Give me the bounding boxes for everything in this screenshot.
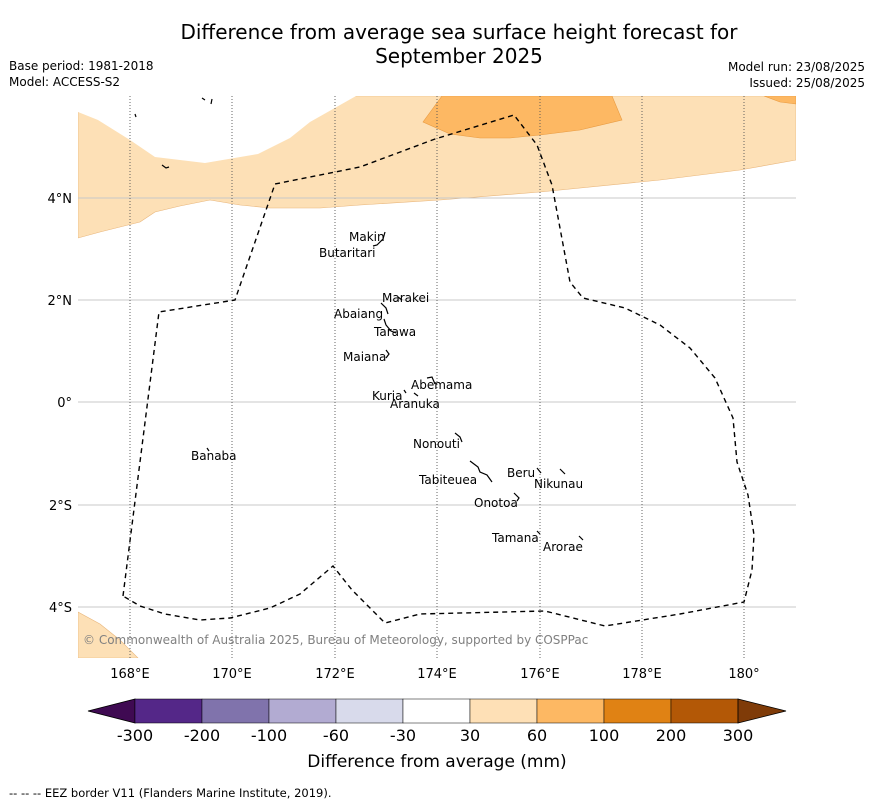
island-label-tamana: Tamana: [491, 531, 539, 545]
longitude-gridlines: [129, 96, 745, 658]
colorbar-segment-5: [402, 698, 471, 724]
base-period-text: Base period: 1981-2018: [9, 59, 154, 73]
map-title: Difference from average sea surface heig…: [0, 20, 873, 68]
lon-tick-174: 174°E: [417, 667, 457, 682]
colorbar-segment-8: [603, 698, 672, 724]
island-label-makin: Makin: [349, 230, 385, 244]
island-label-nikunau: Nikunau: [534, 477, 583, 491]
colorbar-arrow-low: [87, 698, 136, 724]
colorbar-tick-6: 60: [527, 726, 547, 745]
colorbar-tick-7: 100: [589, 726, 620, 745]
colorbar-tick-5: 30: [460, 726, 480, 745]
colorbar-segment-4: [335, 698, 404, 724]
island-label-banaba: Banaba: [191, 449, 237, 463]
model-text: Model: ACCESS-S2: [9, 75, 121, 89]
island-coastlines: [134, 97, 584, 541]
island-label-nonouti: Nonouti: [413, 437, 460, 451]
shading-60-100-corner: [763, 96, 796, 105]
colorbar-label: Difference from average (mm): [307, 752, 566, 772]
lat-tick-2s: 2°S: [49, 499, 72, 514]
title-line-2: September 2025: [375, 44, 543, 68]
island-labels: Makin Butaritari Marakei Abaiang Tarawa …: [191, 230, 583, 554]
eez-footnote: -- -- -- EEZ border V11 (Flanders Marine…: [9, 786, 332, 800]
island-label-tabiteuea: Tabiteuea: [418, 473, 477, 487]
model-run-text: Model run: 23/08/2025: [727, 60, 865, 74]
colorbar-segment-1: [134, 698, 203, 724]
copyright-text: © Commonwealth of Australia 2025, Bureau…: [83, 633, 588, 647]
shading-60-100-patch: [422, 96, 623, 139]
lon-tick-180: 180°: [728, 667, 759, 682]
island-label-aranuka: Aranuka: [390, 397, 440, 411]
title-line-1: Difference from average sea surface heig…: [180, 20, 738, 44]
colorbar-tick-4: -30: [390, 726, 416, 745]
colorbar-segment-9: [670, 698, 739, 724]
lon-tick-176: 176°E: [520, 667, 560, 682]
issued-text: Issued: 25/08/2025: [749, 76, 865, 90]
colorbar-segment-2: [201, 698, 270, 724]
colorbar-segment-3: [268, 698, 337, 724]
lat-tick-4n: 4°N: [48, 192, 73, 207]
shading-30-60-bottom-left: [78, 611, 139, 658]
colorbar-segment-6: [469, 698, 538, 724]
colorbar-tick-0: -300: [117, 726, 153, 745]
island-label-abaiang: Abaiang: [334, 307, 383, 321]
colorbar: [87, 698, 787, 724]
metadata-right: Model run: 23/08/2025 Issued: 25/08/2025: [728, 59, 865, 91]
colorbar-tick-9: 300: [723, 726, 754, 745]
island-label-tarawa: Tarawa: [373, 325, 416, 339]
colorbar-arrow-high: [737, 698, 787, 724]
longitude-tick-labels: 168°E 170°E 172°E 174°E 176°E 178°E 180°: [110, 667, 759, 682]
colorbar-tick-2: -100: [251, 726, 287, 745]
colorbar-tick-1: -200: [184, 726, 220, 745]
lon-tick-172: 172°E: [315, 667, 355, 682]
island-label-onotoa: Onotoa: [474, 496, 518, 510]
island-label-abemama: Abemama: [411, 378, 472, 392]
lon-tick-170: 170°E: [212, 667, 252, 682]
latitude-tick-labels: 4°N 2°N 0° 2°S 4°S: [48, 192, 73, 616]
island-label-kuria: Kuria: [372, 389, 403, 403]
island-label-arorae: Arorae: [543, 540, 583, 554]
lon-tick-168: 168°E: [110, 667, 150, 682]
island-label-beru: Beru: [507, 466, 535, 480]
metadata-left: Base period: 1981-2018 Model: ACCESS-S2: [9, 58, 154, 90]
colorbar-tick-3: -60: [323, 726, 349, 745]
colorbar-tick-labels: -300 -200 -100 -60 -30 30 60 100 200 300: [117, 726, 753, 745]
lat-tick-0: 0°: [57, 396, 72, 411]
colorbar-segment-7: [536, 698, 605, 724]
island-label-maiana: Maiana: [343, 350, 386, 364]
colorbar-tick-8: 200: [656, 726, 687, 745]
island-label-butaritari: Butaritari: [319, 246, 376, 260]
map-plot-area: © Commonwealth of Australia 2025, Bureau…: [78, 96, 796, 658]
lon-tick-178: 178°E: [622, 667, 662, 682]
shading-white-gap: [78, 96, 356, 163]
island-label-marakei: Marakei: [382, 291, 429, 305]
eez-border: [122, 114, 755, 627]
lat-tick-2n: 2°N: [48, 294, 73, 309]
lat-tick-4s: 4°S: [49, 601, 72, 616]
